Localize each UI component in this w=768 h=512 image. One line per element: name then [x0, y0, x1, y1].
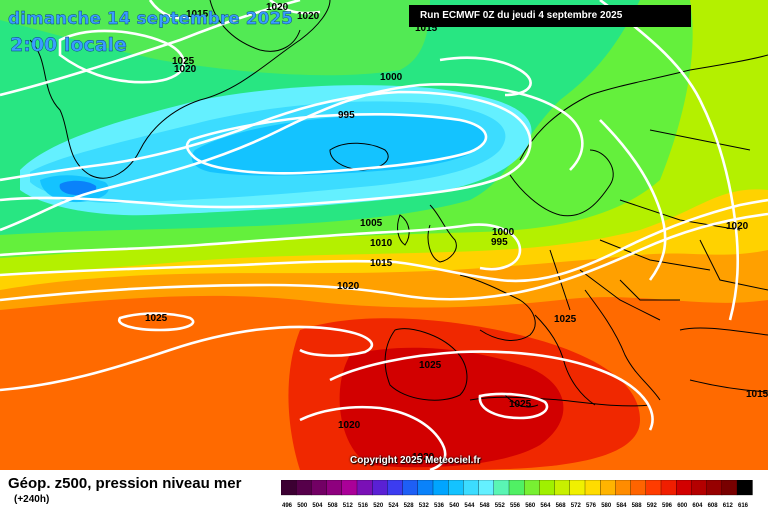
scale-label: 516 [358, 503, 369, 509]
copyright-notice: Copyright 2025 Meteociel.fr [350, 455, 481, 466]
scale-swatch [706, 480, 723, 496]
scale-swatch [372, 480, 388, 496]
scale-swatch [463, 480, 480, 496]
field-darkred [339, 347, 564, 468]
field-deepblue [59, 180, 97, 196]
scale-label: 524 [388, 503, 399, 509]
field-blue [191, 114, 486, 176]
isobar-label: 1010 [370, 238, 393, 249]
scale-swatch [630, 480, 647, 496]
scale-swatch [478, 480, 495, 496]
scale-label: 588 [632, 503, 643, 509]
scale-label: 536 [434, 503, 445, 509]
scale-swatch [584, 480, 601, 496]
scale-swatch [539, 480, 556, 496]
scale-swatch [448, 480, 464, 496]
scale-swatch [615, 480, 632, 496]
isobar-label: 1025 [172, 56, 195, 67]
scale-label: 596 [662, 503, 673, 509]
scale-label: 552 [495, 503, 506, 509]
scale-label: 512 [343, 503, 354, 509]
scale-label: 584 [616, 503, 627, 509]
scale-swatch [341, 480, 358, 496]
scale-label: 612 [723, 503, 734, 509]
scale-swatch [311, 480, 328, 496]
isobar-label: 1020 [338, 420, 361, 431]
isobar-label: 1025 [509, 399, 532, 410]
scale-label: 500 [297, 503, 308, 509]
scale-label: 604 [692, 503, 703, 509]
scale-swatch [387, 480, 404, 496]
scale-label: 592 [647, 503, 658, 509]
scale-swatch [569, 480, 586, 496]
scale-swatch [524, 480, 540, 496]
scale-label: 548 [480, 503, 491, 509]
isobar-label: 1015 [746, 389, 768, 400]
model-run-label: Run ECMWF 0Z du jeudi 4 septembre 2025 [409, 5, 691, 27]
scale-swatch [645, 480, 662, 496]
scale-swatch [721, 480, 738, 496]
isobar-label: 1020 [266, 2, 289, 13]
isobar-label: 995 [338, 110, 355, 121]
scale-label: 520 [373, 503, 384, 509]
scale-swatch [600, 480, 616, 496]
scale-label: 508 [328, 503, 339, 509]
scale-swatch [660, 480, 677, 496]
isobar-label: 1020 [337, 281, 360, 292]
scale-swatch [508, 480, 525, 496]
scale-label: 528 [404, 503, 415, 509]
isobar-label: 1015 [186, 9, 209, 20]
scale-label: 504 [312, 503, 323, 509]
scale-label: 572 [571, 503, 582, 509]
color-scale: 496 500 504 508 512 516 520 524 528 532 536 540 544 5… [281, 480, 753, 509]
scale-label: 560 [525, 503, 536, 509]
coastlines [29, 0, 768, 408]
map-canvas: 1020 1020 1015 1025 1020 1015 1000 995 1… [0, 0, 768, 470]
scale-swatch [402, 480, 419, 496]
scale-label: 580 [601, 503, 612, 509]
isobar-label: 1000 [380, 72, 403, 83]
scale-label: 616 [738, 503, 749, 509]
forecast-local-hour: 2:00 locale [10, 34, 127, 56]
scale-label: 576 [586, 503, 597, 509]
scale-swatch [417, 480, 434, 496]
isobar-label: 1020 [412, 452, 435, 463]
scale-label: 564 [540, 503, 551, 509]
isobar-label: 1015 [415, 23, 438, 34]
scale-swatch [554, 480, 571, 496]
isobar-label: 1025 [554, 314, 577, 325]
isobar-label: 1000 [492, 227, 515, 238]
scale-swatch [676, 480, 692, 496]
scale-label: 568 [556, 503, 567, 509]
scale-swatch [736, 480, 753, 496]
isobar-label: 1025 [145, 313, 168, 324]
isobars [0, 0, 768, 470]
scale-label: 496 [282, 503, 293, 509]
scale-swatch [493, 480, 510, 496]
isobar-label: 1020 [174, 64, 197, 75]
scale-swatch [356, 480, 373, 496]
scale-label: 540 [449, 503, 460, 509]
scale-label: 544 [464, 503, 475, 509]
isobar-label: 1015 [370, 258, 393, 269]
forecast-step: (+240h) [14, 494, 50, 505]
scale-swatch [432, 480, 449, 496]
scale-label: 556 [510, 503, 521, 509]
scale-swatch [691, 480, 708, 496]
isobar-label: 1020 [297, 11, 320, 22]
isobar-label: 1005 [360, 218, 383, 229]
isobar-label: 1025 [419, 360, 442, 371]
isobar-label-group: 1020 1020 1015 1025 1020 1015 1000 995 1… [145, 2, 768, 463]
scale-label: 600 [677, 503, 688, 509]
parameter-title: Géop. z500, pression niveau mer [8, 475, 242, 492]
scale-swatch [281, 480, 297, 496]
isobar-label: 1020 [726, 221, 749, 232]
forecast-date-title: dimanche 14 septembre 2025 [8, 9, 293, 29]
scale-swatch [296, 480, 312, 496]
scale-swatch [326, 480, 343, 496]
isobar-label: 995 [491, 237, 508, 248]
scale-label: 608 [708, 503, 719, 509]
scale-label: 532 [419, 503, 430, 509]
forecast-map: 1020 1020 1015 1025 1020 1015 1000 995 1… [0, 0, 768, 470]
